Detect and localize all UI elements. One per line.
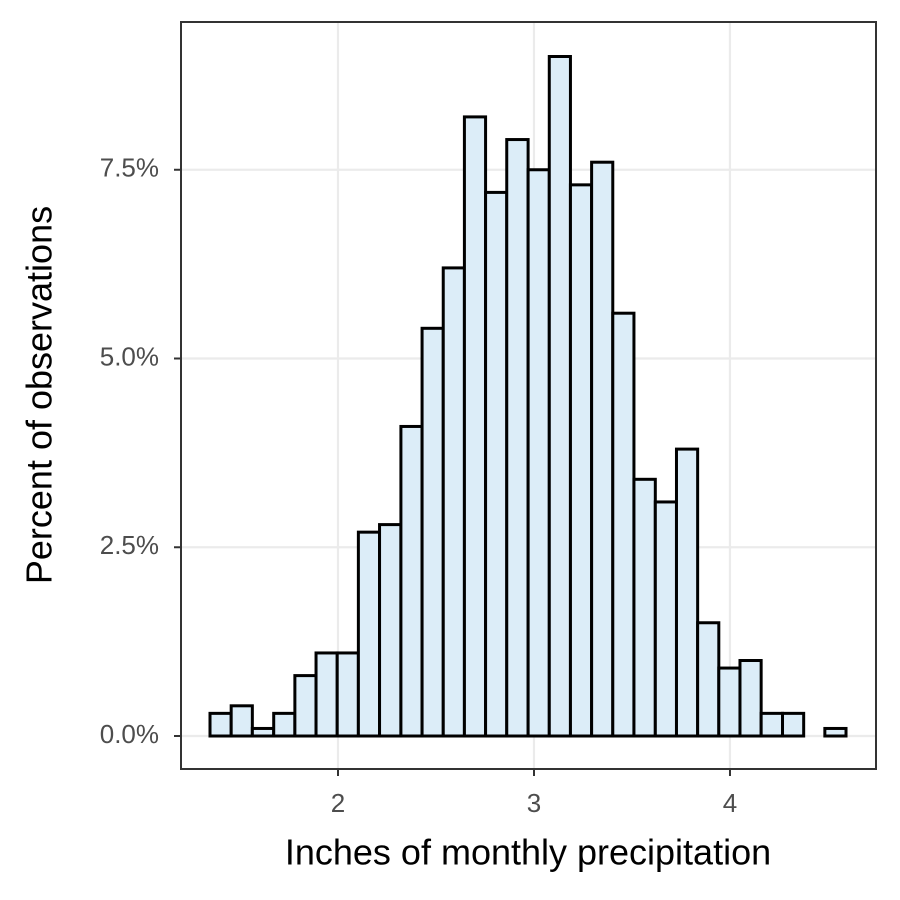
bar <box>759 711 785 738</box>
y-tick-label: 7.5% <box>100 153 159 183</box>
bar <box>611 311 636 738</box>
bar <box>653 500 678 738</box>
bar <box>399 424 424 738</box>
bar <box>505 138 530 738</box>
x-tick-label: 2 <box>331 788 345 818</box>
bar <box>674 447 700 738</box>
bar <box>781 711 806 738</box>
bar <box>484 190 509 738</box>
bar <box>590 160 615 738</box>
bar <box>738 659 763 738</box>
x-axis-title: Inches of monthly precipitation <box>285 832 771 873</box>
bar <box>696 621 721 738</box>
bar <box>568 183 594 738</box>
bar <box>547 55 572 738</box>
bar <box>823 726 848 738</box>
bar <box>250 726 276 738</box>
bar <box>293 674 318 738</box>
bar <box>462 115 488 738</box>
bar <box>356 530 382 738</box>
y-tick-label: 2.5% <box>100 530 159 560</box>
y-tick-label: 0.0% <box>100 719 159 749</box>
bar <box>335 651 360 738</box>
bar <box>314 651 339 738</box>
y-tick-label: 5.0% <box>100 341 159 371</box>
bar <box>229 704 254 738</box>
bar <box>526 168 551 738</box>
bar <box>378 523 403 738</box>
x-tick-label: 3 <box>527 788 541 818</box>
bar <box>420 326 445 738</box>
bar <box>717 666 742 738</box>
bar <box>272 711 297 738</box>
plot-border <box>180 21 877 770</box>
x-tick-label: 4 <box>723 788 737 818</box>
y-axis-title: Percent of observations <box>19 206 60 584</box>
bar <box>632 477 657 738</box>
bar <box>208 711 233 738</box>
bar <box>441 266 466 738</box>
